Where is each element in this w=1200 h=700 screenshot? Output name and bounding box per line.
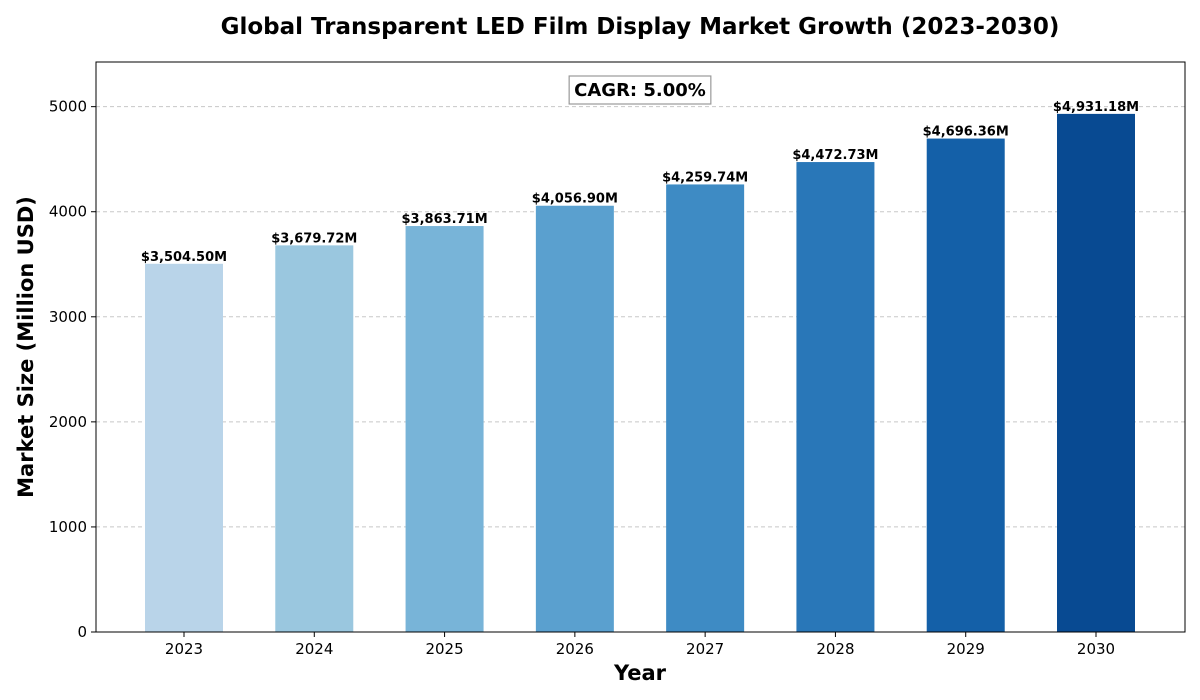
- x-tick-label: 2023: [165, 640, 203, 658]
- x-tick-label: 2028: [816, 640, 854, 658]
- y-axis-label: Market Size (Million USD): [14, 196, 38, 498]
- data-label-2024: $3,679.72M: [271, 231, 357, 246]
- bar-2030: [1057, 113, 1135, 632]
- x-axis-label: Year: [613, 661, 667, 685]
- x-tick-label: 2026: [556, 640, 594, 658]
- y-tick-label: 1000: [49, 518, 87, 536]
- data-label-2023: $3,504.50M: [141, 250, 227, 265]
- x-tick-label: 2024: [295, 640, 333, 658]
- bar-2028: [796, 162, 875, 632]
- x-tick-label: 2025: [425, 640, 463, 658]
- grid-lines: [96, 106, 1185, 528]
- bar-2024: [275, 245, 354, 632]
- cagr-label: CAGR: 5.00%: [574, 80, 706, 101]
- bar-2026: [535, 205, 614, 633]
- y-tick-label: 2000: [49, 413, 87, 431]
- bar-2023: [145, 263, 223, 632]
- y-axis-ticks: 0 1000 2000 3000 4000 5000: [49, 98, 96, 641]
- bars: [145, 113, 1135, 633]
- bar-2029: [926, 138, 1005, 633]
- y-tick-label: 5000: [49, 98, 87, 116]
- data-labels: $3,504.50M $3,679.72M $3,863.71M $4,056.90M…: [141, 100, 1139, 265]
- plot-area-frame: [95, 61, 1186, 633]
- y-tick-label: 4000: [49, 203, 87, 221]
- data-label-2030: $4,931.18M: [1053, 100, 1139, 115]
- data-label-2026: $4,056.90M: [532, 192, 618, 207]
- data-label-2027: $4,259.74M: [662, 170, 748, 185]
- y-tick-label: 3000: [49, 308, 87, 326]
- y-tick-label: 0: [77, 623, 87, 641]
- chart-title: Global Transparent LED Film Display Mark…: [221, 14, 1060, 40]
- x-axis-ticks: 2023 2024 2025 2026 2027 2028 2029 2030: [165, 632, 1115, 658]
- cagr-box: [568, 75, 712, 105]
- x-tick-label: 2029: [947, 640, 985, 658]
- data-label-2028: $4,472.73M: [792, 148, 878, 163]
- x-tick-label: 2030: [1077, 640, 1115, 658]
- x-tick-label: 2027: [686, 640, 724, 658]
- bar-2025: [405, 226, 484, 632]
- cagr-annotation: CAGR: 5.00%: [568, 75, 712, 105]
- bar-2027: [666, 184, 745, 632]
- data-label-2025: $3,863.71M: [402, 212, 488, 227]
- data-label-2029: $4,696.36M: [923, 125, 1009, 140]
